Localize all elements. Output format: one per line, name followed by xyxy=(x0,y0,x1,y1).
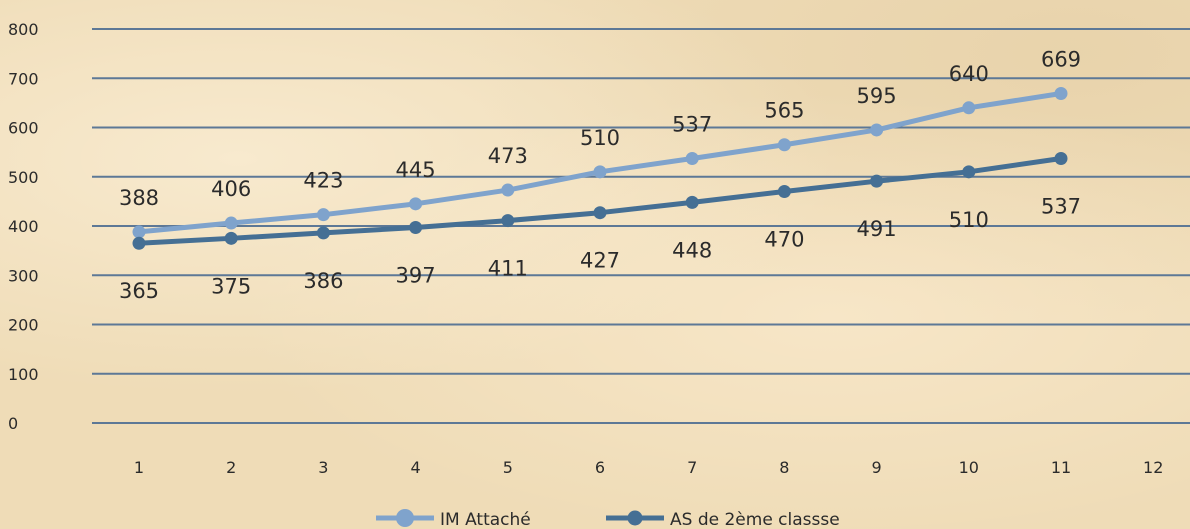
legend-label: IM Attaché xyxy=(440,510,531,529)
x-tick-label: 6 xyxy=(595,458,605,477)
data-point xyxy=(685,195,699,209)
y-tick-label: 500 xyxy=(8,168,39,187)
legend-swatch-marker xyxy=(627,510,643,526)
data-label: 640 xyxy=(949,62,989,86)
y-tick-label: 400 xyxy=(8,217,39,236)
x-tick-label: 11 xyxy=(1051,458,1071,477)
data-label: 448 xyxy=(672,238,712,262)
data-labels: 388 406 423 445 473 510 537 565 595 640 669 365 375 3… xyxy=(119,48,1081,304)
data-label: 537 xyxy=(672,113,712,137)
data-label: 411 xyxy=(488,257,528,281)
data-label: 510 xyxy=(949,208,989,232)
data-point xyxy=(1054,152,1068,166)
y-axis: 0 100 200 300 400 500 600 700 800 xyxy=(8,20,39,433)
x-tick-label: 7 xyxy=(687,458,697,477)
data-label: 397 xyxy=(396,263,436,287)
x-tick-label: 9 xyxy=(872,458,882,477)
legend: IM Attaché AS de 2ème classse xyxy=(376,509,840,529)
legend-swatch-marker xyxy=(396,509,414,527)
data-label: 491 xyxy=(857,217,897,241)
data-point xyxy=(962,101,976,115)
x-tick-label: 8 xyxy=(779,458,789,477)
x-tick-label: 2 xyxy=(226,458,236,477)
data-point xyxy=(501,183,515,197)
x-tick-label: 12 xyxy=(1143,458,1163,477)
data-label: 595 xyxy=(857,84,897,108)
data-point xyxy=(593,165,607,179)
data-point xyxy=(132,225,146,239)
data-point xyxy=(316,208,330,222)
x-tick-label: 10 xyxy=(959,458,979,477)
x-tick-label: 1 xyxy=(134,458,144,477)
data-point xyxy=(777,185,791,199)
data-label: 386 xyxy=(303,269,343,293)
x-tick-label: 3 xyxy=(318,458,328,477)
data-label: 565 xyxy=(764,99,804,123)
data-label: 537 xyxy=(1041,195,1081,219)
y-tick-label: 200 xyxy=(8,316,39,335)
data-point xyxy=(1054,87,1068,101)
data-point xyxy=(409,197,423,211)
data-point xyxy=(777,138,791,152)
legend-label: AS de 2ème classse xyxy=(670,510,840,529)
data-point xyxy=(409,220,423,234)
data-label: 470 xyxy=(764,228,804,252)
x-tick-label: 4 xyxy=(411,458,421,477)
data-label: 406 xyxy=(211,177,251,201)
y-tick-label: 600 xyxy=(8,119,39,138)
data-point xyxy=(132,236,146,250)
data-label: 445 xyxy=(396,158,436,182)
data-point xyxy=(593,206,607,220)
y-tick-label: 800 xyxy=(8,20,39,39)
y-tick-label: 0 xyxy=(8,414,18,433)
data-label: 669 xyxy=(1041,48,1081,72)
data-point xyxy=(685,152,699,166)
x-axis: 1 2 3 4 5 6 7 8 9 10 11 12 xyxy=(134,458,1163,477)
data-point xyxy=(501,214,515,228)
y-tick-label: 100 xyxy=(8,365,39,384)
data-label: 423 xyxy=(303,169,343,193)
data-point xyxy=(316,226,330,240)
y-tick-label: 700 xyxy=(8,69,39,88)
series-group xyxy=(132,87,1068,250)
grid-lines xyxy=(92,28,1190,424)
data-point xyxy=(870,174,884,188)
x-tick-label: 5 xyxy=(503,458,513,477)
data-label: 365 xyxy=(119,279,159,303)
y-tick-label: 300 xyxy=(8,266,39,285)
data-point xyxy=(870,123,884,137)
data-label: 510 xyxy=(580,126,620,150)
data-point xyxy=(224,216,238,230)
data-label: 388 xyxy=(119,186,159,210)
data-label: 427 xyxy=(580,249,620,273)
data-label: 375 xyxy=(211,274,251,298)
data-point xyxy=(962,165,976,179)
data-point xyxy=(224,231,238,245)
data-label: 473 xyxy=(488,144,528,168)
